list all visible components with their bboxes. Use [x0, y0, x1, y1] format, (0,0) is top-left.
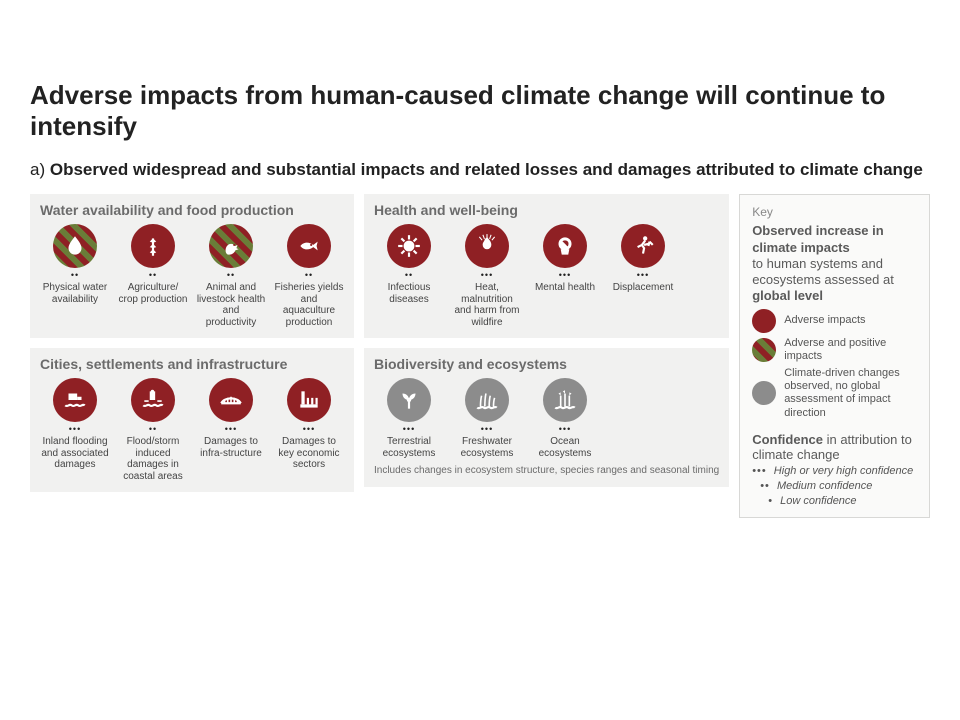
swatch-icon [752, 381, 776, 405]
key-confidence: ••• High or very high confidence •• Mediu… [752, 465, 917, 507]
confidence-dots: •• [71, 270, 79, 280]
confidence-dots: ••• [559, 424, 571, 434]
impact-item: •• Infectious diseases [374, 224, 444, 328]
factory-icon [287, 378, 331, 422]
impact-item: •• Physical water availability [40, 224, 110, 328]
impact-item: ••• Heat, malnutrition and harm from wil… [452, 224, 522, 328]
impact-item: ••• Freshwater ecosystems [452, 378, 522, 459]
confidence-dots: ••• [303, 424, 315, 434]
confidence-dots: ••• [481, 270, 493, 280]
fire-icon [465, 224, 509, 268]
item-label: Fisheries yields and aquaculture product… [274, 282, 344, 328]
item-label: Infectious diseases [374, 282, 444, 305]
impact-item: ••• Damages to infra-structure [196, 378, 266, 482]
item-label: Displacement [613, 282, 674, 294]
item-label: Ocean ecosystems [530, 436, 600, 459]
confidence-dots: ••• [69, 424, 81, 434]
item-label: Damages to infra-structure [196, 436, 266, 459]
item-label: Inland flooding and associated damages [40, 436, 110, 471]
key-confidence-row: • Low confidence [752, 495, 917, 507]
wave-icon [543, 378, 587, 422]
brain-icon [543, 224, 587, 268]
item-label: Damages to key economic sectors [274, 436, 344, 471]
impact-item: •• Flood/storm induced damages in coasta… [118, 378, 188, 482]
key-label: Key [752, 205, 917, 219]
confidence-dots: •• [305, 270, 313, 280]
item-label: Animal and livestock health and producti… [196, 282, 266, 328]
impact-item: ••• Inland flooding and associated damag… [40, 378, 110, 482]
confidence-dots: ••• [403, 424, 415, 434]
key-impact-row: Adverse and positive impacts [752, 337, 917, 363]
subtitle: a) Observed widespread and substantial i… [30, 160, 930, 180]
confidence-dots: ••• [225, 424, 237, 434]
reed-icon [465, 378, 509, 422]
panel-title: Water availability and food production [40, 202, 344, 218]
swatch-icon [752, 309, 776, 333]
panel-cities: Cities, settlements and infrastructure •… [30, 348, 354, 492]
impact-item: ••• Ocean ecosystems [530, 378, 600, 459]
drop-icon [53, 224, 97, 268]
panel-water: Water availability and food production •… [30, 194, 354, 338]
confidence-dots: •• [227, 270, 235, 280]
hen-icon [209, 224, 253, 268]
item-label: Terrestrial ecosystems [374, 436, 444, 459]
item-label: Physical water availability [40, 282, 110, 305]
key-heading: Observed increase in climate impacts to … [752, 223, 917, 304]
impact-item: ••• Mental health [530, 224, 600, 328]
key-impacts: Adverse impacts Adverse and positive impa… [752, 309, 917, 420]
key-confidence-row: ••• High or very high confidence [752, 465, 917, 477]
panel-title: Health and well-being [374, 202, 719, 218]
impact-item: ••• Damages to key economic sectors [274, 378, 344, 482]
key-confidence-heading: Confidence in attribution to climate cha… [752, 432, 917, 462]
panel-biodiversity: Biodiversity and ecosystems ••• Terrestr… [364, 348, 729, 487]
key-impact-row: Adverse impacts [752, 309, 917, 333]
sprout-icon [387, 378, 431, 422]
confidence-dots: •• [405, 270, 413, 280]
fish-icon [287, 224, 331, 268]
item-label: Flood/storm induced damages in coastal a… [118, 436, 188, 482]
confidence-dots: •• [149, 270, 157, 280]
item-label: Heat, malnutrition and harm from wildfir… [452, 282, 522, 328]
virus-icon [387, 224, 431, 268]
page-title: Adverse impacts from human-caused climat… [30, 80, 930, 142]
confidence-dots: ••• [481, 424, 493, 434]
panel-health: Health and well-being •• Infectious dise… [364, 194, 729, 338]
key-confidence-row: •• Medium confidence [752, 480, 917, 492]
item-label: Mental health [535, 282, 595, 294]
flood-icon [53, 378, 97, 422]
impact-item: ••• Terrestrial ecosystems [374, 378, 444, 459]
impact-item: ••• Displacement [608, 224, 678, 328]
run-icon [621, 224, 665, 268]
panel-title: Biodiversity and ecosystems [374, 356, 719, 372]
swatch-icon [752, 338, 776, 362]
bridge-icon [209, 378, 253, 422]
confidence-dots: ••• [559, 270, 571, 280]
confidence-dots: •• [149, 424, 157, 434]
panel-title: Cities, settlements and infrastructure [40, 356, 344, 372]
impact-item: •• Fisheries yields and aquaculture prod… [274, 224, 344, 328]
impact-item: •• Animal and livestock health and produ… [196, 224, 266, 328]
storm-icon [131, 378, 175, 422]
confidence-dots: ••• [637, 270, 649, 280]
item-label: Agriculture/ crop production [118, 282, 188, 305]
legend-key: Key Observed increase in climate impacts… [739, 194, 930, 517]
panel-note: Includes changes in ecosystem structure,… [374, 465, 719, 477]
main-content: Water availability and food production •… [30, 194, 930, 517]
wheat-icon [131, 224, 175, 268]
item-label: Freshwater ecosystems [452, 436, 522, 459]
key-impact-row: Climate-driven changes observed, no glob… [752, 367, 917, 420]
impact-item: •• Agriculture/ crop production [118, 224, 188, 328]
